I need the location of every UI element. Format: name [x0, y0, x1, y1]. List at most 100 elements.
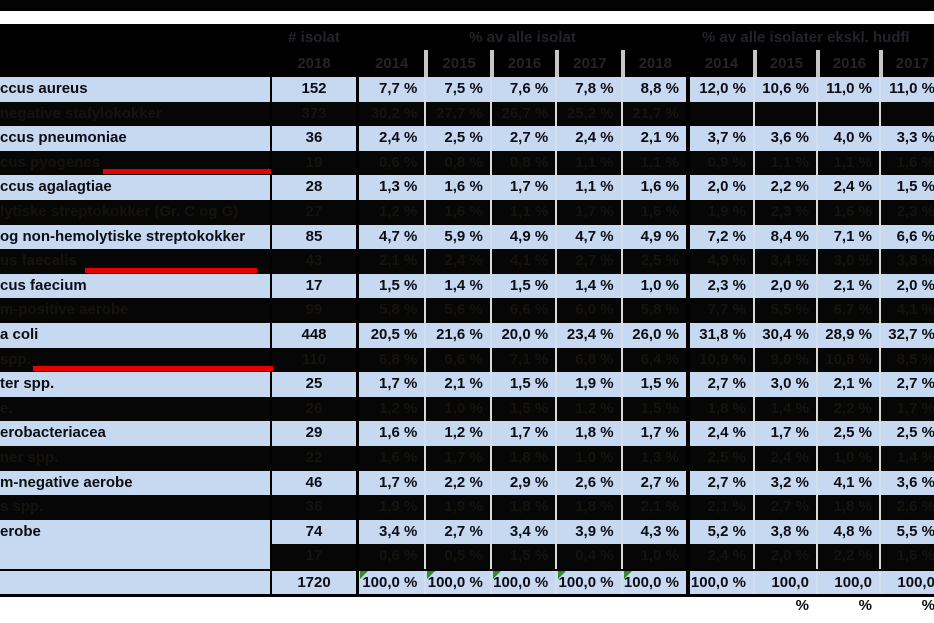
column-border: [270, 101, 272, 127]
column-border: [270, 470, 272, 496]
pct-all-isolates-2018: 1,7 %: [620, 421, 686, 446]
pct-excl-skin-2017: 6,6 %: [878, 224, 934, 250]
pct-all-isolates-2018: 5,8 %: [620, 298, 686, 323]
pct-all-isolates-2017: 25,2 %: [555, 101, 621, 127]
pct-excl-skin-2014: 2,4 %: [689, 544, 753, 569]
table-header: # isolat % av alle isolat % av alle isol…: [0, 24, 934, 77]
excel-flag-icon: [558, 570, 567, 579]
pct-all-isolates-2018: 2,1 %: [620, 126, 686, 151]
pct-excl-skin-2017: 1,7 %: [878, 396, 934, 422]
pct-all-isolates-2016: 1,7 %: [489, 421, 555, 446]
column-border: [270, 77, 272, 102]
isolate-count: 152: [301, 80, 327, 97]
pct-all-isolates-2016: 1,1 %: [489, 199, 556, 225]
organism-label: og non-hemolytiske streptokokker: [0, 227, 246, 245]
pct-excl-skin-2015: 3,2 %: [752, 470, 816, 496]
top-black-bar: [0, 0, 934, 11]
pct-all-isolates-2014: 1,2 %: [359, 396, 425, 422]
group-separator: [685, 519, 690, 545]
column-border: [356, 347, 359, 373]
col-header-year-2017: 2017: [555, 50, 620, 77]
organism-label: m-positive aerobe: [0, 298, 270, 323]
table-row: ccus agalagtiae 28 1,3 % 1,6 % 1,7 % 1,1 % 1,6…: [0, 175, 934, 200]
pct-excl-skin-2016: [815, 101, 879, 127]
table-row: spp. 110 6,8 % 6,6 % 7,1 % 6,8 % 6,4 % 10,9 % 9,…: [0, 347, 934, 373]
pct-all-isolates-2018: 1,5 %: [620, 372, 686, 397]
pct-all-isolates-2016: 4,9 %: [489, 224, 555, 250]
col-header-year-2015: 2015: [752, 50, 816, 77]
column-border: [270, 126, 272, 151]
pct-all-isolates-2018: 1,0 %: [620, 273, 686, 299]
isolate-count: 448: [301, 325, 327, 343]
pct-excl-skin-2014: 2,4 %: [707, 424, 746, 442]
column-border: [356, 298, 359, 323]
organism-label: a coli: [0, 325, 39, 343]
pct-all-isolates-2015: 2,1 %: [424, 372, 489, 397]
pct-all-isolates-2014: 1,6 %: [379, 424, 418, 442]
pct-all-isolates-2014: 7,7 %: [379, 80, 418, 97]
pct-excl-skin-2015: 2,2 %: [752, 175, 816, 200]
pct-excl-skin-2017: 2,0 %: [878, 273, 934, 299]
column-border: [270, 519, 272, 545]
pct-excl-skin-2014: 100,0 %: [690, 573, 746, 591]
pct-excl-skin-2016: 7,1 %: [815, 224, 879, 250]
pct-excl-skin-2014: 31,8 %: [699, 325, 746, 343]
red-marker-line: [103, 169, 271, 175]
column-border: [270, 150, 272, 176]
pct-excl-skin-2017: 2,5 %: [878, 421, 934, 446]
pct-excl-skin-2017: 2,3 %: [878, 199, 934, 225]
pct-all-isolates-2014: 30,2 %: [359, 101, 425, 127]
pct-all-isolates-2015: 5,9 %: [424, 224, 489, 250]
pct-excl-skin-2014: 2,0 %: [707, 178, 746, 196]
organism-label: lytiske streptokokker (Gr. C og G): [0, 199, 270, 225]
group-separator: [685, 150, 690, 176]
group-separator: [685, 224, 690, 250]
pct-all-isolates-2015: 5,6 %: [424, 298, 490, 323]
pct-all-isolates-2017: 6,8 %: [555, 347, 621, 373]
organism-label: cus faecium: [0, 276, 87, 294]
col-header-year-2015: 2015: [424, 50, 489, 77]
pct-all-isolates-2016: 1,5 %: [489, 372, 555, 397]
pct-all-isolates-2016: 0,8 %: [489, 150, 556, 176]
table-row: negative stafylokokker 373 30,2 % 27,7 % 26,…: [0, 101, 934, 127]
column-border: [270, 544, 272, 569]
table-row: ccus pneumoniae 36 2,4 % 2,5 % 2,7 % 2,4 % 2,1…: [0, 126, 934, 151]
pct-all-isolates-2016: 20,0 %: [489, 322, 555, 348]
pct-all-isolates-2017: 100,0 %: [555, 570, 620, 594]
pct-all-isolates-2018: 1,5 %: [620, 396, 686, 422]
isolate-count: 1720: [297, 573, 331, 591]
column-border: [270, 322, 272, 348]
organism-label: negative stafylokokker: [0, 101, 270, 127]
red-marker-line: [33, 366, 273, 372]
pct-excl-skin-2016: 4,8 %: [815, 519, 879, 545]
organism-label: ter spp.: [0, 375, 55, 393]
pct-excl-skin-2015: [752, 101, 816, 127]
group-separator: [685, 249, 690, 274]
pct-all-isolates-2014: 4,7 %: [379, 227, 418, 245]
isolate-count: 26: [272, 396, 356, 422]
pct-all-isolates-2015: 1,6 %: [424, 175, 489, 200]
pct-excl-skin-2016: 1,1 %: [815, 150, 879, 176]
pct-all-isolates-2014: 1,3 %: [379, 178, 418, 196]
pct-all-isolates-2017: 1,0 %: [555, 445, 621, 471]
column-border: [270, 495, 272, 520]
red-marker-line: [85, 267, 257, 273]
group-separator: [685, 372, 690, 397]
pct-all-isolates-2016: 1,7 %: [489, 175, 555, 200]
isolate-count: 19: [272, 150, 356, 176]
pct-all-isolates-2016: 4,1 %: [489, 249, 556, 274]
pct-excl-skin-2014: 4,9 %: [689, 249, 753, 274]
column-border: [270, 224, 272, 250]
pct-excl-skin-2015: 2,3 %: [752, 199, 816, 225]
column-border: [270, 445, 272, 471]
pct-excl-skin-2015: 3,0 %: [752, 372, 816, 397]
pct-excl-skin-2014: 2,5 %: [689, 445, 753, 471]
organism-label: e.: [0, 396, 270, 422]
total-row: 1720 100,0 % 100,0 % 100,0 % 100,0 % 100,0 % 1…: [0, 570, 934, 614]
isolate-count: 22: [272, 445, 356, 471]
group-separator: [685, 126, 690, 151]
pct-excl-skin-2016: 6,7 %: [815, 298, 879, 323]
pct-excl-skin-2014: 0,9 %: [689, 150, 753, 176]
pct-all-isolates-2017: 1,2 %: [555, 396, 621, 422]
group-separator: [685, 495, 690, 520]
